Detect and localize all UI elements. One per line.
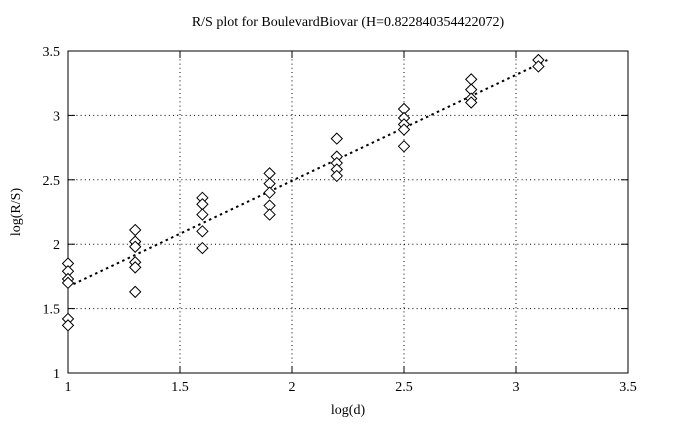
y-tick-label: 3 [53,109,60,124]
plot-border [67,50,629,374]
y-tick-label: 1.5 [43,303,61,318]
data-point [532,60,545,73]
data-point [263,167,276,180]
data-point [196,208,209,221]
data-point [263,208,276,221]
data-point [61,276,75,290]
x-tick-label: 3 [513,380,520,395]
x-axis-label: log(d) [330,403,366,418]
x-tick-label: 2.5 [395,380,413,395]
data-point [464,73,478,86]
data-point [61,319,75,332]
chart-title: R/S plot for BoulevardBiovar (H=0.822840… [191,15,505,30]
data-point [128,223,142,237]
data-point [263,186,276,199]
data-point [128,285,142,299]
data-point [128,261,142,274]
data-point [196,225,209,238]
data-point [464,96,478,109]
data-point [397,140,411,153]
y-tick-label: 2 [53,238,60,253]
x-tick-label: 2 [289,380,296,395]
data-point [330,169,344,183]
y-tick-label: 1 [53,367,60,382]
y-axis-label: log(R/S) [9,187,24,237]
data-point [196,198,209,211]
data-point [397,123,411,136]
fit-line [67,59,548,288]
x-tick-label: 1 [65,380,72,395]
x-tick-label: 1.5 [171,380,189,395]
data-point [196,241,209,255]
data-point [330,132,344,145]
y-tick-label: 3.5 [43,45,61,60]
y-tick-label: 2.5 [43,174,61,189]
data-point [128,240,142,253]
x-tick-label: 3.5 [619,380,637,395]
